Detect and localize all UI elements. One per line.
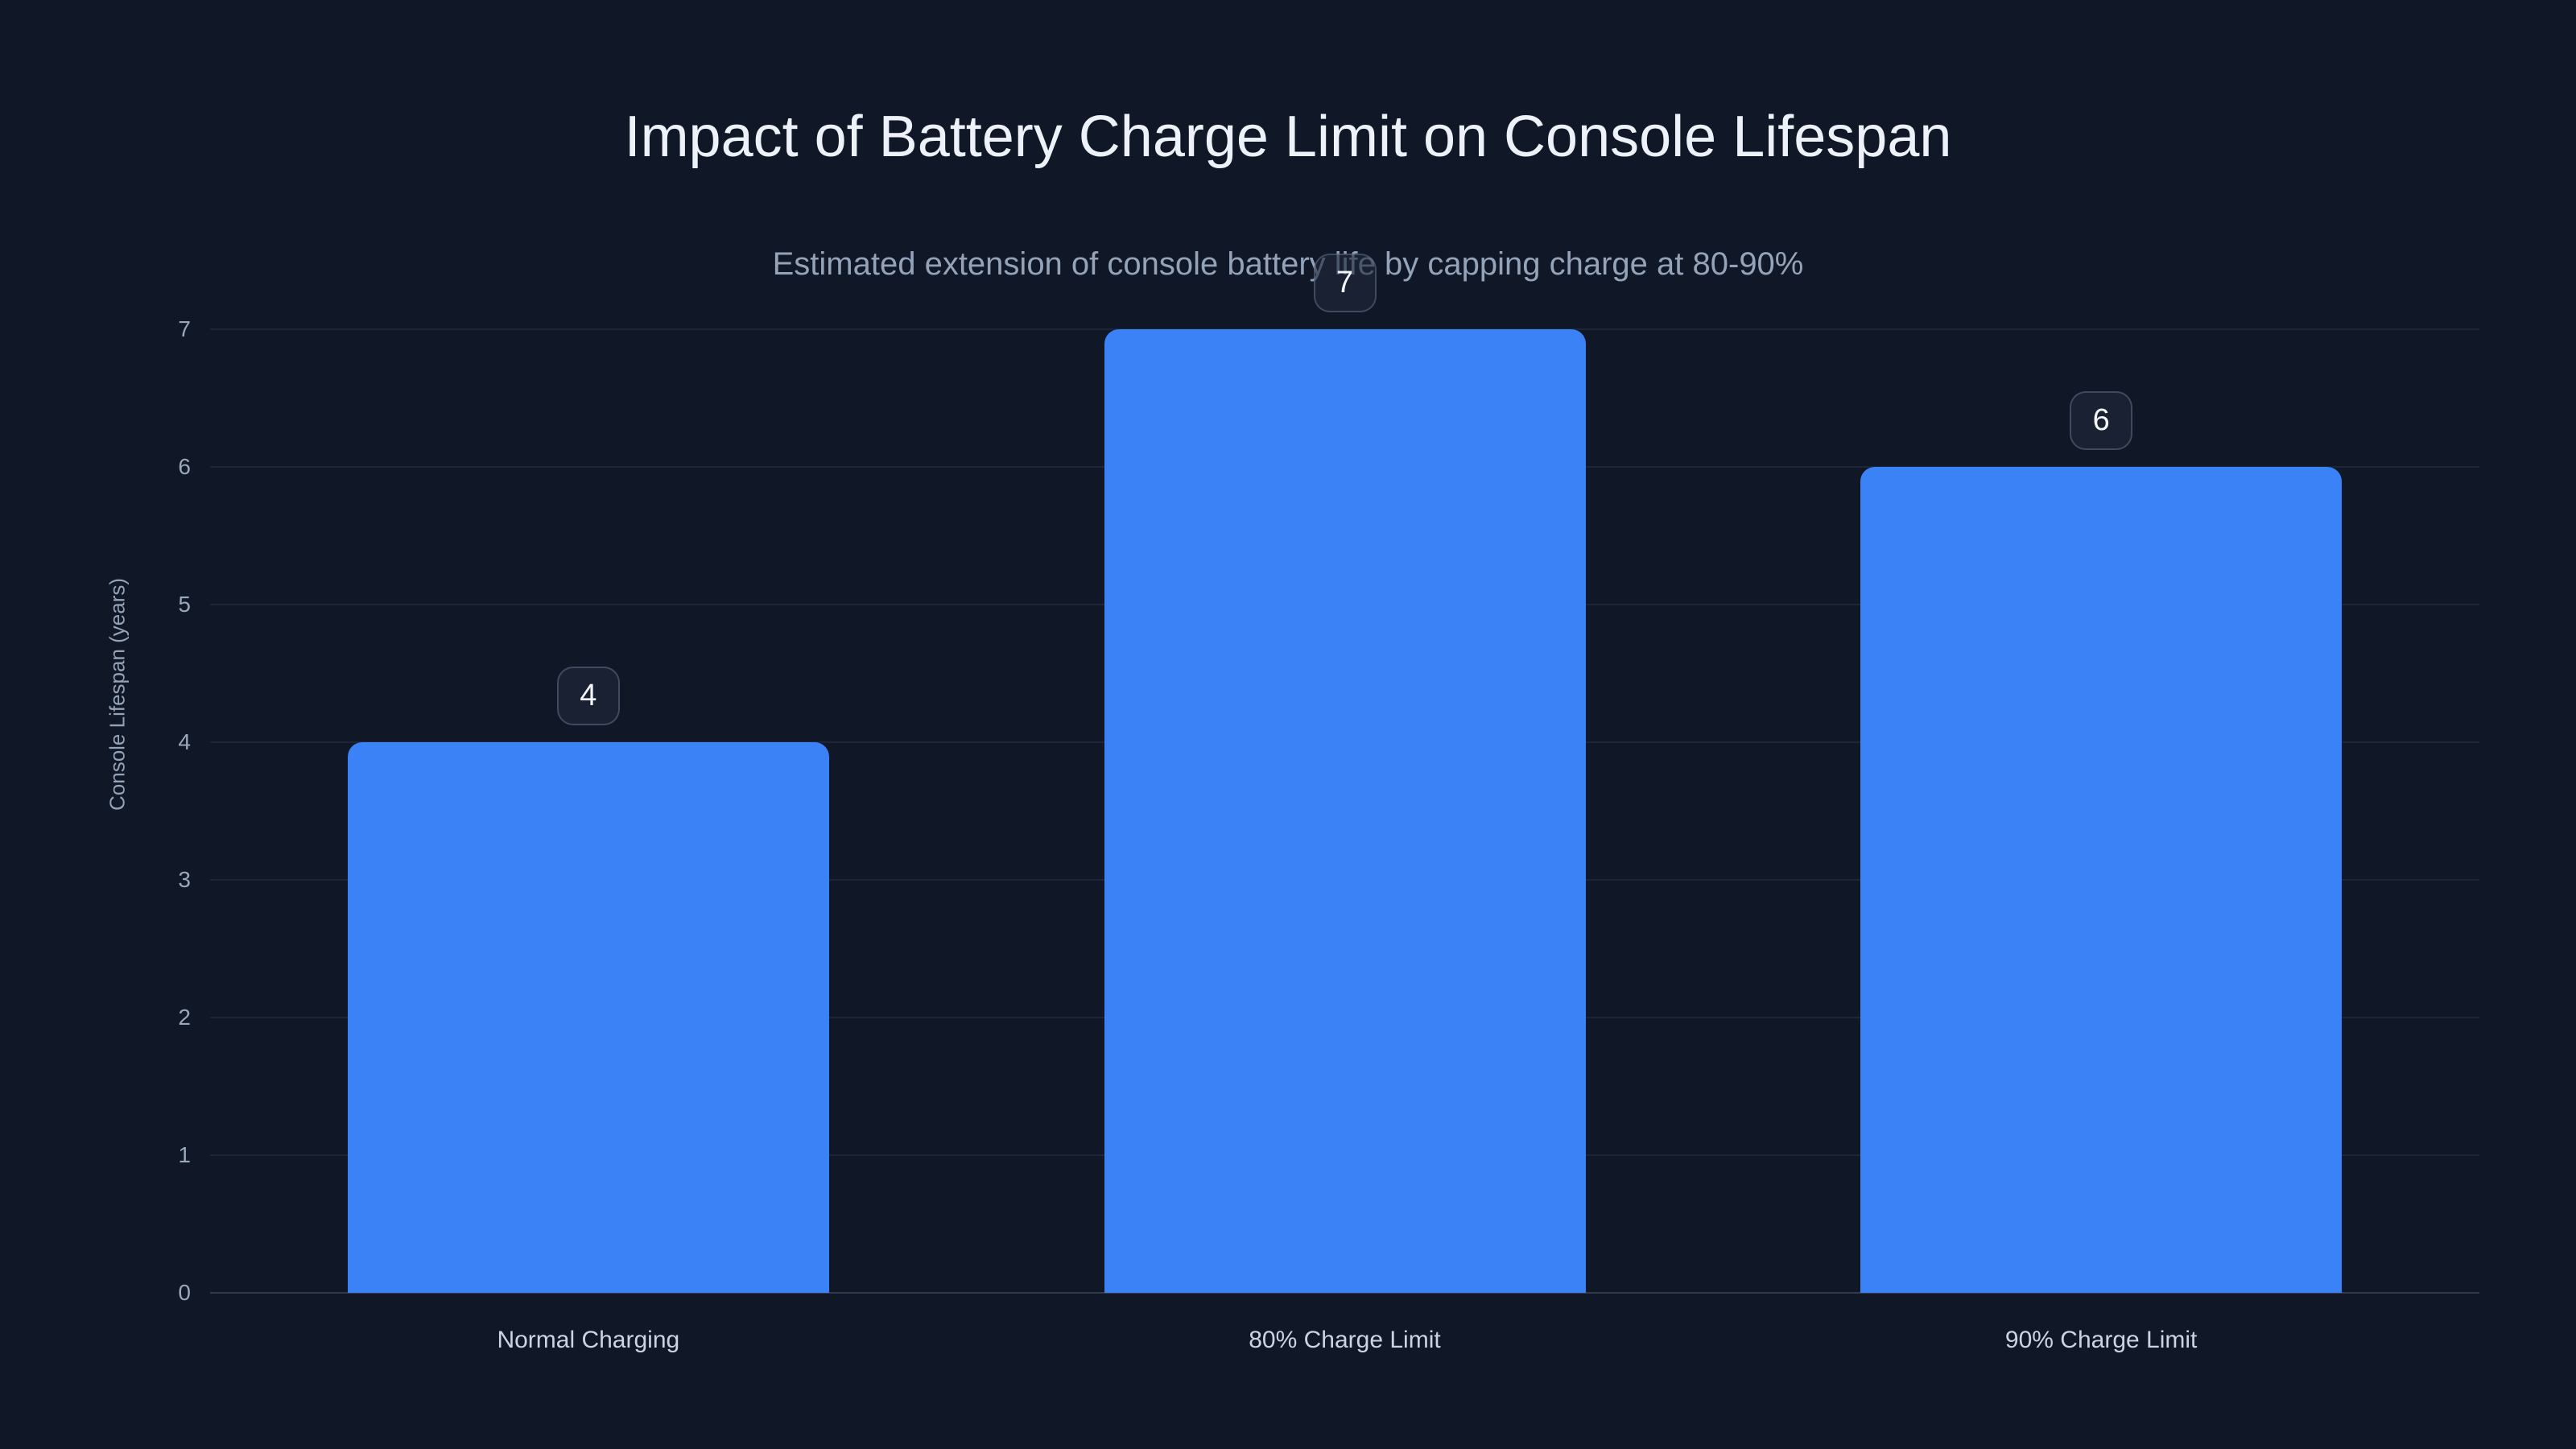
x-axis-label-normal-charging: Normal Charging — [497, 1327, 680, 1353]
chart-title: Impact of Battery Charge Limit on Consol… — [624, 105, 1952, 169]
bar-80-charge-limit[interactable] — [1104, 329, 1586, 1293]
y-tick-label-3: 3 — [178, 867, 191, 892]
y-tick-label-5: 5 — [178, 592, 191, 617]
y-tick-label-6: 6 — [178, 454, 191, 479]
y-tick-label-0: 0 — [178, 1280, 191, 1305]
y-tick-label-4: 4 — [178, 729, 191, 754]
bar-normal-charging[interactable] — [347, 742, 829, 1293]
value-badge-normal-charging: 4 — [556, 667, 620, 725]
value-badge-80-charge-limit: 7 — [1313, 254, 1377, 312]
chart-subtitle: Estimated extension of console battery l… — [772, 246, 1804, 282]
y-tick-label-2: 2 — [178, 1005, 191, 1030]
x-axis-label-90-charge-limit: 90% Charge Limit — [2004, 1327, 2198, 1353]
gridline-0 — [210, 1292, 2479, 1294]
bar-90-charge-limit[interactable] — [1860, 467, 2343, 1293]
value-badge-90-charge-limit: 6 — [2070, 391, 2133, 450]
x-axis-label-80-charge-limit: 80% Charge Limit — [1249, 1327, 1441, 1353]
y-tick-label-7: 7 — [178, 316, 191, 341]
y-tick-label-1: 1 — [178, 1142, 191, 1167]
